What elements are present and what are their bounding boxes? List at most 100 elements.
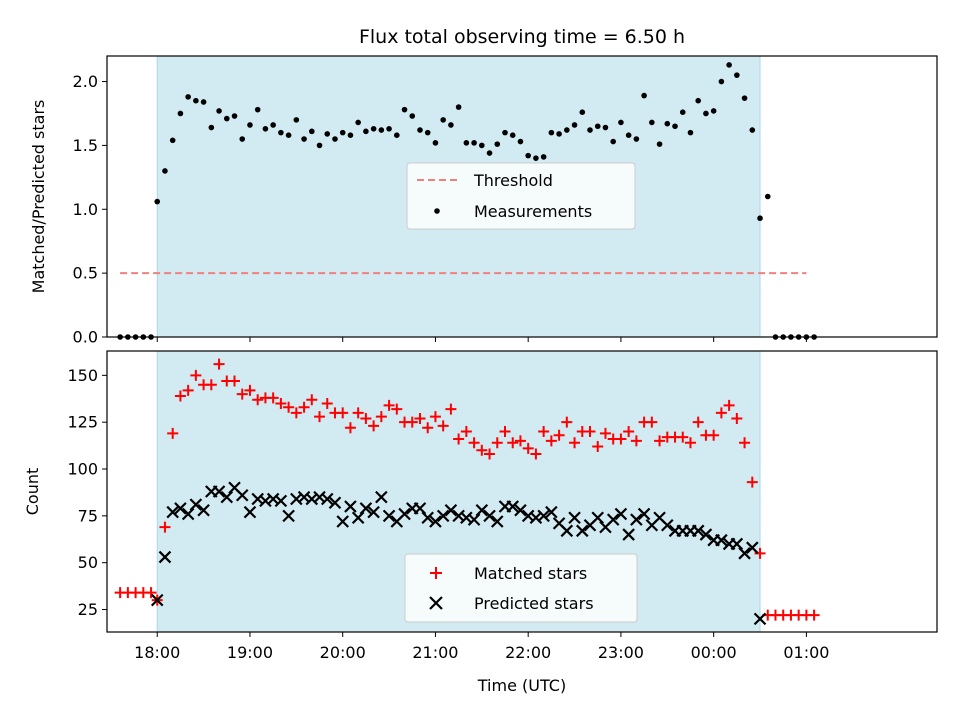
data-point [517,138,524,145]
data-point [154,198,161,205]
data-point [216,108,222,114]
data-point [378,127,385,133]
legend: Matched stars Predicted stars [404,553,638,623]
legend-matched-swatch [430,567,442,579]
data-point [455,104,462,110]
x-tick-label: 19:00 [227,643,273,662]
data-point [606,513,620,526]
data-point [244,384,256,396]
data-point [569,437,581,449]
x-tick-label: 01:00 [783,643,829,662]
data-point [169,137,176,144]
data-point [344,422,356,434]
data-point [409,113,416,119]
y-tick-label: 25 [78,600,98,619]
plot-frame [106,55,938,338]
chart-title: Flux total observing time = 6.50 h [359,26,685,48]
data-point [622,528,635,541]
data-point [734,72,740,78]
data-point [368,420,380,432]
data-point [367,505,380,519]
data-point [189,498,203,511]
data-point [731,412,743,424]
data-point [213,358,225,370]
data-point [672,123,678,130]
data-point [691,524,705,538]
data-point [316,142,323,149]
data-point [332,136,338,142]
data-point [537,509,550,523]
data-point [437,420,449,432]
data-point [715,533,728,547]
data-point [615,433,627,445]
data-point [560,524,574,538]
data-point [229,375,241,387]
data-point [274,494,288,508]
data-point [359,502,373,515]
data-point [363,128,369,135]
data-point [328,496,342,510]
data-point [703,110,709,117]
data-point [525,152,531,159]
data-point [739,437,751,449]
data-point [661,518,674,532]
data-point [654,435,666,447]
data-point [460,426,472,438]
legend-box [406,162,636,230]
data-point [308,128,315,135]
legend-measurements-label: Measurements [474,202,592,221]
y-tick-label: 0.0 [73,328,98,347]
data-point [391,403,403,415]
data-point [208,124,215,131]
x-tick-label: 23:00 [598,643,644,662]
data-point [150,593,164,607]
data-point [200,99,207,105]
data-point [424,129,431,136]
x-tick-label: 20:00 [320,643,366,662]
data-point [646,416,658,428]
data-point [383,399,395,411]
data-point [625,132,632,138]
data-point [239,136,246,142]
data-point [347,132,354,138]
data-point [479,142,485,149]
x-tick-label: 00:00 [691,643,737,662]
data-point [808,609,820,621]
data-point [641,92,647,99]
data-point [298,401,310,413]
legend-predicted-swatch [429,596,443,610]
data-point [453,433,465,445]
data-point [630,513,643,526]
y-tick-label: 0.5 [73,264,98,283]
legend-box [404,553,638,623]
y-tick-label: 2.0 [73,72,98,91]
data-point [382,509,396,523]
series-matched-stars [114,358,820,621]
data-point [579,109,586,115]
data-point [591,511,605,525]
data-point [618,119,624,126]
data-point [584,426,596,438]
data-point [664,120,671,127]
data-point [507,437,519,449]
data-point [471,140,477,146]
data-point [283,401,295,413]
data-point [162,168,168,174]
data-point [599,427,611,439]
data-point [166,505,179,519]
data-point [159,521,171,533]
legend: Threshold Measurements [406,162,636,230]
data-point [306,394,318,406]
data-point [275,397,287,409]
data-point [301,136,307,142]
legend-threshold-label: Threshold [473,171,553,190]
data-point [324,131,331,137]
data-point [556,131,562,137]
data-point [649,119,655,126]
y-tick-label: 1.0 [73,200,98,219]
data-point [475,503,489,517]
data-point [692,416,704,428]
data-point [355,119,361,126]
data-point [514,503,527,517]
data-point [548,129,555,136]
